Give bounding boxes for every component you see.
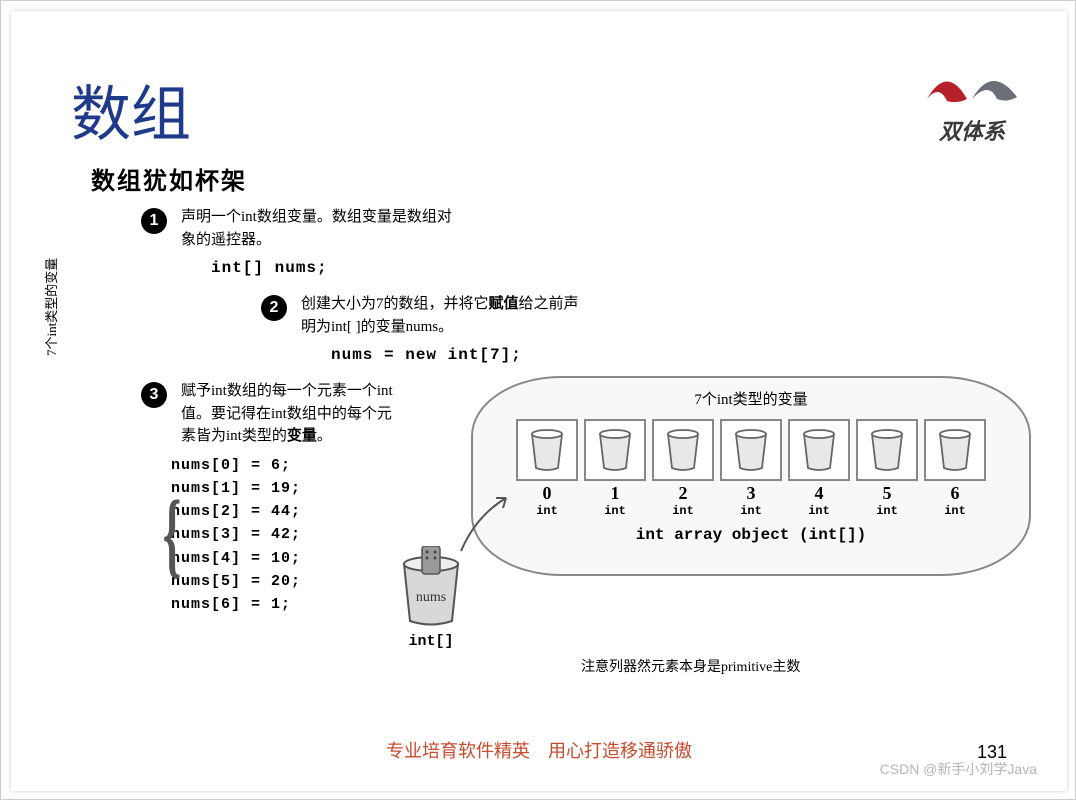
cup-slot-3: 3int — [720, 419, 782, 518]
step2-text-c: 明为int[ ]的变量nums。 — [301, 319, 453, 335]
step1-line2: 象的遥控器。 — [181, 232, 271, 248]
step3-text-c: 素皆为int类型的 — [181, 428, 287, 444]
step2-bold: 赋值 — [489, 296, 519, 312]
step2-code: nums = new int[7]; — [331, 346, 1027, 364]
cup-index: 1 — [584, 483, 646, 504]
step3-bold: 变量 — [287, 428, 317, 444]
cup-type: int — [924, 504, 986, 518]
cup-box — [924, 419, 986, 481]
cup-box — [584, 419, 646, 481]
diagram-caption: 7个int类型的变量 — [473, 378, 1029, 409]
step1-code: int[] nums; — [211, 259, 1027, 277]
cup-index: 4 — [788, 483, 850, 504]
step-num-1: 1 — [141, 208, 167, 234]
brand-logo: 双体系 — [917, 59, 1027, 146]
curly-brace-icon: { — [163, 454, 182, 614]
cup-slot-6: 6int — [924, 419, 986, 518]
cup-index: 0 — [516, 483, 578, 504]
footnote: 注意列器然元素本身是primitive主数 — [581, 656, 800, 676]
step-1: 1 声明一个int数组变量。数组变量是数组对 象的遥控器。 int[] nums… — [141, 206, 1027, 287]
step-2: 2 创建大小为7的数组，并将它赋值给之前声 明为int[ ]的变量nums。 n… — [261, 293, 1027, 374]
cup-type: int — [788, 504, 850, 518]
cup-index: 3 — [720, 483, 782, 504]
side-label: 7个int类型的变量 — [41, 258, 60, 356]
cup-type: int — [516, 504, 578, 518]
cup-type: int — [856, 504, 918, 518]
array-diagram: 7个int类型的变量 0int1int2int3int4int5int6int … — [471, 376, 1041, 576]
step-num-2: 2 — [261, 295, 287, 321]
array-object-label: int array object (int[]) — [473, 526, 1029, 544]
step-num-3: 3 — [141, 382, 167, 408]
page-title: 数组 — [71, 66, 191, 153]
step2-text-a: 创建大小为7的数组，并将它 — [301, 296, 489, 312]
step-3: 3 赋予int数组的每一个元素一个int 值。要记得在int数组中的每个元 素皆… — [141, 380, 481, 448]
cup-index: 6 — [924, 483, 986, 504]
logo-text: 双体系 — [917, 114, 1027, 146]
step1-line1: 声明一个int数组变量。数组变量是数组对 — [181, 209, 452, 225]
remote-variable: nums int[] — [396, 546, 466, 650]
step3-text-d: 。 — [317, 428, 332, 444]
step3-text-a: 赋予int数组的每一个元素一个int — [181, 383, 393, 399]
cup-box — [720, 419, 782, 481]
cup-box — [516, 419, 578, 481]
step3-text-b: 值。要记得在int数组中的每个元 — [181, 406, 392, 422]
cup-slot-2: 2int — [652, 419, 714, 518]
cup-icon: nums — [396, 546, 466, 626]
step2-text-b: 给之前声 — [519, 296, 579, 312]
cup-type: int — [584, 504, 646, 518]
watermark: CSDN @新手小刘学Java — [880, 759, 1037, 779]
section-subtitle: 数组犹如杯架 — [91, 161, 1027, 196]
remote-type-label: int[] — [396, 633, 466, 650]
cup-box — [788, 419, 850, 481]
cup-slot-4: 4int — [788, 419, 850, 518]
assign-6: nums[6] = 1; — [171, 593, 1027, 616]
cup-type: int — [652, 504, 714, 518]
cup-index: 5 — [856, 483, 918, 504]
logo-icon — [917, 59, 1027, 109]
cup-box — [652, 419, 714, 481]
cup-slot-1: 1int — [584, 419, 646, 518]
cup-slot-5: 5int — [856, 419, 918, 518]
cup-type: int — [720, 504, 782, 518]
cup-box — [856, 419, 918, 481]
remote-var-label: nums — [416, 590, 446, 605]
cup-slot-0: 0int — [516, 419, 578, 518]
cup-index: 2 — [652, 483, 714, 504]
